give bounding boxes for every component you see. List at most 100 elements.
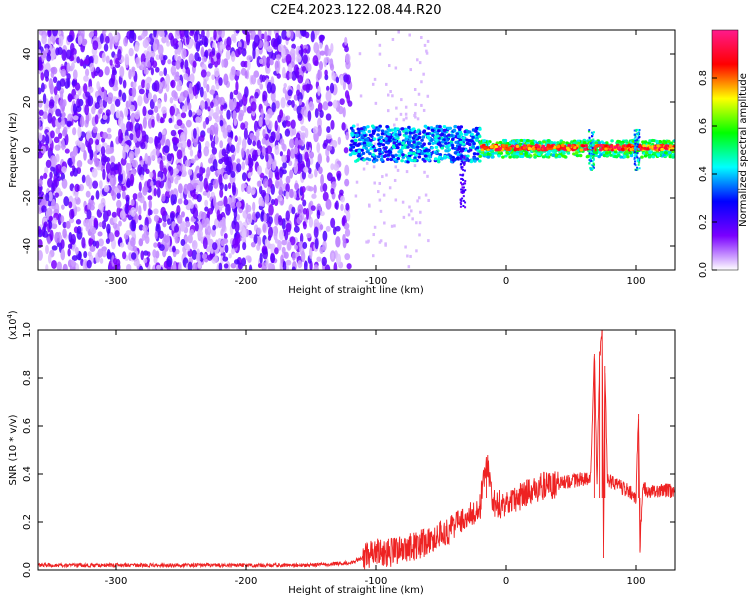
y-multiplier-label: (x104) bbox=[6, 310, 19, 340]
heatmap-cell bbox=[446, 149, 450, 153]
heatmap-cell bbox=[413, 87, 417, 91]
heatmap-cell bbox=[268, 169, 273, 180]
heatmap-cell bbox=[648, 145, 653, 149]
heatmap-cell bbox=[225, 203, 231, 216]
heatmap-cell bbox=[264, 192, 270, 205]
heatmap-cell bbox=[663, 151, 668, 155]
heatmap-cell bbox=[359, 94, 363, 98]
heatmap-cell bbox=[91, 106, 96, 115]
x-tick-label: 0 bbox=[503, 276, 509, 287]
heatmap-cell bbox=[84, 68, 90, 77]
heatmap-cell bbox=[103, 30, 107, 34]
heatmap-cell bbox=[294, 182, 299, 190]
heatmap-cell bbox=[265, 56, 271, 69]
heatmap-cell bbox=[319, 109, 324, 119]
heatmap-cell bbox=[386, 141, 390, 145]
heatmap-cell bbox=[440, 132, 445, 136]
heatmap-cell bbox=[557, 154, 562, 159]
heatmap-cell bbox=[142, 225, 148, 232]
heatmap-cell bbox=[360, 135, 365, 139]
heatmap-cell bbox=[314, 168, 318, 178]
heatmap-cell bbox=[225, 44, 231, 51]
heatmap-cell bbox=[547, 150, 551, 154]
heatmap-cell bbox=[335, 76, 340, 84]
heatmap-cell bbox=[106, 209, 112, 217]
heatmap-cell bbox=[38, 204, 43, 215]
heatmap-cell bbox=[473, 159, 477, 163]
heatmap-cell bbox=[166, 153, 172, 162]
heatmap-cell bbox=[47, 178, 53, 188]
heatmap-cell bbox=[53, 86, 58, 96]
heatmap-cell bbox=[195, 252, 201, 263]
heatmap-cell bbox=[471, 135, 475, 139]
heatmap-cell bbox=[302, 220, 307, 227]
heatmap-cell bbox=[170, 65, 177, 76]
heatmap-cell bbox=[66, 73, 71, 80]
heatmap-cell bbox=[91, 167, 98, 178]
heatmap-cell bbox=[171, 245, 176, 253]
heatmap-cell bbox=[176, 214, 183, 225]
heatmap-cell bbox=[279, 168, 283, 178]
heatmap-cell bbox=[420, 35, 423, 39]
heatmap-cell bbox=[199, 166, 204, 177]
heatmap-cell bbox=[593, 163, 596, 166]
heatmap-cell bbox=[282, 161, 287, 169]
heatmap-cell bbox=[290, 47, 296, 60]
heatmap-cell bbox=[394, 198, 398, 202]
heatmap-cell bbox=[220, 124, 226, 133]
heatmap-cell bbox=[195, 40, 201, 52]
heatmap-cell bbox=[433, 157, 438, 161]
heatmap-cell bbox=[610, 139, 614, 143]
heatmap-cell bbox=[308, 186, 314, 192]
heatmap-cell bbox=[147, 195, 153, 201]
heatmap-cell bbox=[371, 153, 376, 157]
heatmap-cell bbox=[456, 134, 461, 139]
heatmap-cell bbox=[144, 235, 150, 244]
y-tick-label: 0 bbox=[22, 147, 33, 153]
heatmap-cell bbox=[405, 170, 409, 174]
heatmap-cell bbox=[333, 163, 340, 171]
heatmap-cell bbox=[324, 264, 331, 270]
heatmap-cell bbox=[38, 87, 42, 95]
heatmap-cell bbox=[182, 90, 189, 98]
heatmap-cell bbox=[236, 142, 240, 154]
heatmap-cell bbox=[522, 138, 527, 143]
heatmap-cell bbox=[62, 263, 68, 270]
heatmap-cell bbox=[249, 132, 255, 140]
heatmap-cell bbox=[170, 212, 175, 222]
heatmap-cell bbox=[47, 112, 53, 124]
heatmap-cell bbox=[218, 77, 223, 86]
heatmap-cell bbox=[38, 132, 43, 142]
colorbar: 0.00.20.40.60.8 Normalized spectral ampl… bbox=[698, 29, 749, 278]
heatmap-cell bbox=[257, 180, 262, 187]
heatmap-cell bbox=[118, 128, 123, 140]
heatmap-cell bbox=[178, 95, 184, 103]
heatmap-cell bbox=[588, 152, 591, 155]
heatmap-cell bbox=[378, 135, 383, 140]
heatmap-cell bbox=[150, 150, 156, 161]
heatmap-cell bbox=[526, 141, 530, 145]
heatmap-cell bbox=[592, 149, 595, 152]
heatmap-cell bbox=[385, 82, 388, 86]
heatmap-cell bbox=[76, 56, 81, 64]
heatmap-cell bbox=[436, 142, 441, 146]
heatmap-cell bbox=[294, 244, 298, 250]
heatmap-cell bbox=[636, 159, 639, 162]
heatmap-cell bbox=[298, 49, 304, 55]
heatmap-cell bbox=[147, 208, 152, 216]
heatmap-cell bbox=[100, 197, 106, 208]
heatmap-cell bbox=[326, 145, 332, 151]
heatmap-cell bbox=[288, 71, 293, 79]
heatmap-cell bbox=[102, 114, 108, 121]
heatmap-cell bbox=[380, 158, 384, 162]
heatmap-cell bbox=[302, 44, 309, 51]
heatmap-cell bbox=[515, 152, 520, 156]
heatmap-cell bbox=[467, 138, 472, 143]
heatmap-cell bbox=[358, 52, 362, 56]
heatmap-cell bbox=[378, 43, 382, 47]
heatmap-cell bbox=[142, 106, 147, 117]
heatmap-cell bbox=[460, 203, 463, 206]
heatmap-cell bbox=[237, 40, 242, 49]
heatmap-cell bbox=[101, 220, 107, 230]
heatmap-cell bbox=[300, 30, 307, 37]
